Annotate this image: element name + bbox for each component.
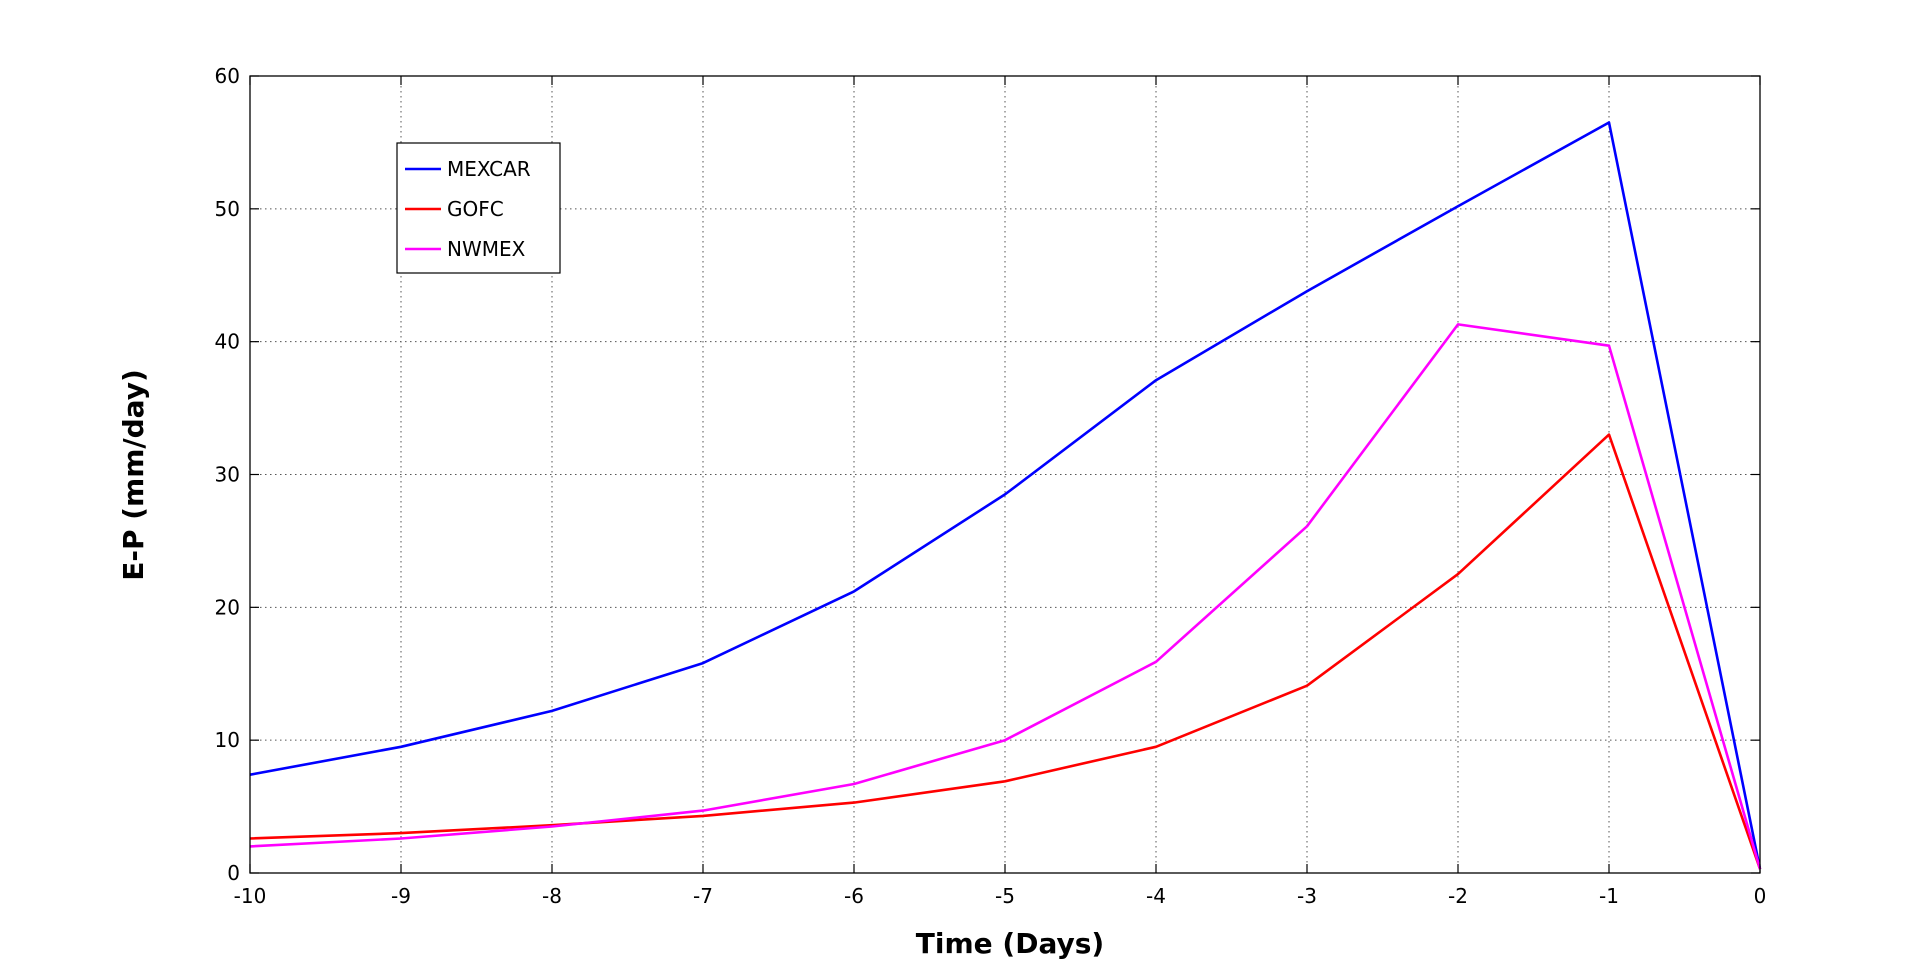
legend-label-nwmex: NWMEX: [447, 237, 526, 261]
y-tick-label: 50: [215, 197, 240, 221]
series-lines: [249, 121, 1762, 870]
x-tick-label: 0: [1754, 884, 1767, 908]
series-line-mexcar: [249, 121, 1762, 870]
x-axis-label: Time (Days): [916, 927, 1104, 960]
x-tick-label: -1: [1599, 884, 1619, 908]
x-tick-label: -7: [693, 884, 713, 908]
legend: MEXCAR GOFC NWMEX: [396, 142, 561, 274]
x-tick-label: -2: [1448, 884, 1468, 908]
series-line-nwmex: [249, 323, 1762, 870]
y-tick-label: 20: [215, 595, 240, 619]
y-tick-label: 10: [215, 728, 240, 752]
series-line-gofc: [249, 433, 1762, 870]
x-tick-label: -8: [542, 884, 562, 908]
y-tick-label: 30: [215, 463, 240, 487]
x-tick-label: -6: [844, 884, 864, 908]
y-tick-label: 0: [227, 861, 240, 885]
x-tick-label: -4: [1146, 884, 1166, 908]
x-tick-label: -5: [995, 884, 1015, 908]
y-axis-label: E-P (mm/day): [117, 369, 150, 581]
x-tick-label: -10: [234, 884, 267, 908]
y-tick-label: 40: [215, 330, 240, 354]
legend-label-mexcar: MEXCAR: [447, 157, 531, 181]
legend-label-gofc: GOFC: [447, 197, 504, 221]
x-tick-label: -9: [391, 884, 411, 908]
y-tick-label: 60: [215, 64, 240, 88]
x-tick-label: -3: [1297, 884, 1317, 908]
